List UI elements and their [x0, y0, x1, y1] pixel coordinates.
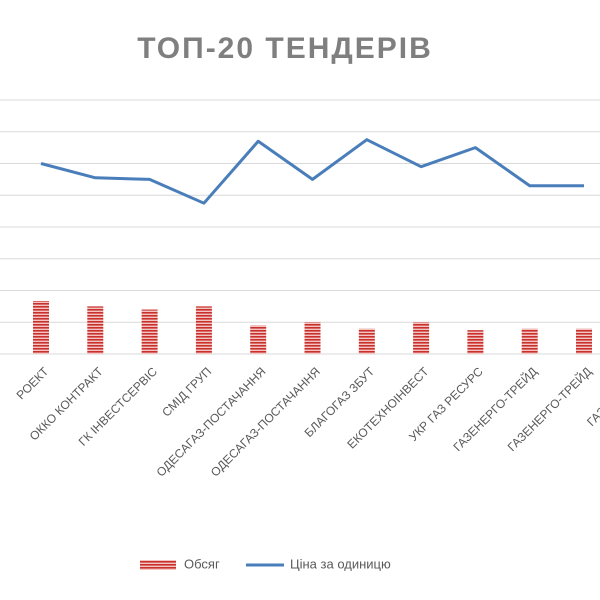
bar — [33, 300, 49, 354]
x-tick-label: РОЕКТ — [14, 364, 52, 402]
x-tick-label: СМІД ГРУП — [159, 364, 214, 419]
chart-title: ТОП-20 ТЕНДЕРІВ — [137, 32, 433, 65]
bar — [141, 309, 158, 354]
x-tick-label: ОДЕСАГАЗ-ПОСТАЧАННЯ — [208, 364, 323, 479]
bar — [467, 330, 484, 354]
bar — [358, 328, 375, 354]
line — [40, 138, 584, 205]
bar — [304, 322, 321, 354]
bar — [413, 322, 430, 354]
bar — [87, 306, 104, 354]
bar — [250, 325, 267, 354]
bar — [576, 328, 592, 354]
legend-label: Ціна за одиницю — [290, 556, 391, 571]
bar — [195, 306, 212, 354]
bar — [521, 328, 538, 354]
x-tick-label: ОДЕСАГАЗ-ПОСТАЧАННЯ — [154, 364, 269, 479]
legend-swatch — [140, 560, 176, 570]
legend-label: Обсяг — [184, 556, 220, 571]
legend: Обсяг Ціна за одиницю — [140, 556, 391, 571]
